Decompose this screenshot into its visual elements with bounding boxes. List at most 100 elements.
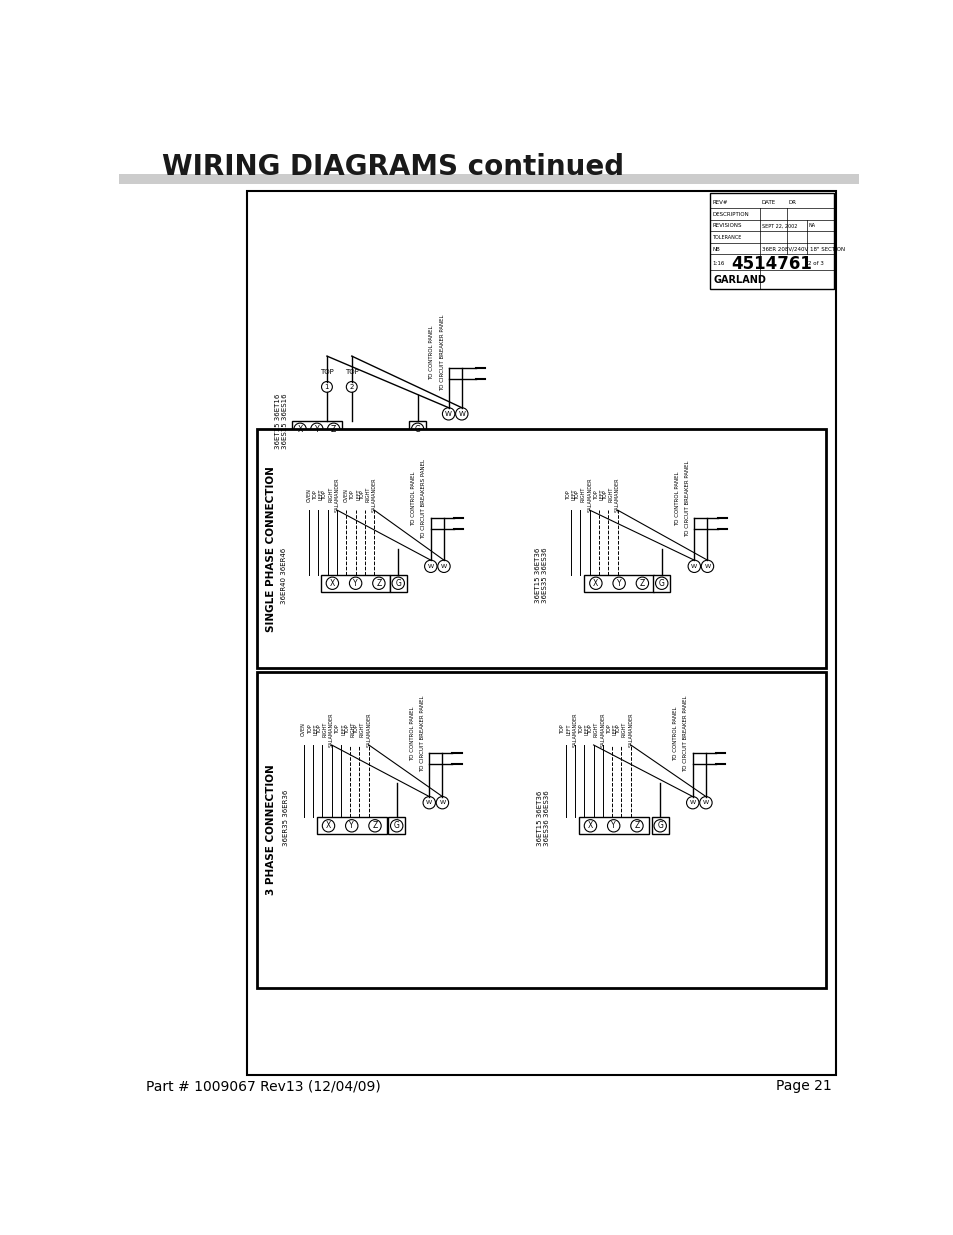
Text: W: W: [427, 564, 434, 569]
Text: 1: 1: [324, 384, 329, 390]
Text: TO CIRCUIT BREAKER PANEL: TO CIRCUIT BREAKER PANEL: [419, 695, 424, 772]
Text: Z: Z: [372, 821, 377, 830]
Text: SALAMANDER: SALAMANDER: [366, 713, 371, 747]
Text: G: G: [659, 579, 664, 588]
Text: TOP
LEFT: TOP LEFT: [578, 724, 589, 735]
Text: W: W: [703, 564, 710, 569]
Text: W: W: [689, 800, 695, 805]
Text: W: W: [426, 800, 432, 805]
Text: TOP
RIGHT: TOP RIGHT: [359, 487, 370, 503]
Bar: [651, 818, 668, 835]
Bar: [388, 818, 405, 835]
Text: TOP
LEFT: TOP LEFT: [350, 489, 360, 500]
Text: X: X: [587, 821, 593, 830]
Text: TOP
RIGHT: TOP RIGHT: [322, 487, 333, 503]
Text: TO CONTROL PANEL: TO CONTROL PANEL: [409, 706, 415, 761]
Bar: [257, 672, 825, 988]
Bar: [409, 421, 426, 437]
Text: TOP
RIGHT: TOP RIGHT: [588, 722, 598, 737]
Text: Z: Z: [634, 821, 639, 830]
Text: SALAMANDER: SALAMANDER: [628, 713, 633, 747]
Bar: [653, 574, 670, 592]
Text: Z: Z: [639, 579, 644, 588]
Text: G: G: [415, 425, 420, 433]
Bar: [292, 421, 342, 437]
Text: G: G: [395, 579, 401, 588]
Text: OVEN: OVEN: [301, 722, 306, 736]
Text: TOP
LEFT: TOP LEFT: [307, 724, 318, 735]
Text: 2: 2: [349, 384, 354, 390]
Text: TO CIRCUIT BREAKER PANEL: TO CIRCUIT BREAKER PANEL: [684, 461, 689, 537]
Text: 1:16: 1:16: [711, 261, 723, 267]
Text: TOP
RIGHT: TOP RIGHT: [316, 722, 328, 737]
Text: X: X: [297, 425, 302, 433]
Text: REVISIONS: REVISIONS: [711, 224, 740, 228]
Text: Y: Y: [353, 579, 357, 588]
Text: TO CONTROL PANEL: TO CONTROL PANEL: [411, 472, 416, 526]
Text: 36ET15 36ET36
36ES35 36ES36: 36ET15 36ET36 36ES35 36ES36: [535, 548, 548, 604]
Text: TOP
RIGHT: TOP RIGHT: [354, 722, 364, 737]
Text: TOP
RIGHT: TOP RIGHT: [344, 722, 355, 737]
Text: X: X: [326, 821, 331, 830]
Text: NB: NB: [711, 247, 720, 252]
Text: Y: Y: [349, 821, 354, 830]
Text: W: W: [457, 411, 465, 417]
Text: TO CIRCUIT BREAKERS PANEL: TO CIRCUIT BREAKERS PANEL: [421, 458, 426, 538]
Text: TOP
LEFT: TOP LEFT: [606, 724, 617, 735]
Text: 2 of 3: 2 of 3: [807, 261, 823, 267]
Text: TOP
RIGHT: TOP RIGHT: [575, 487, 585, 503]
Text: TOP
LEFT: TOP LEFT: [565, 489, 576, 500]
Text: W: W: [691, 564, 697, 569]
Text: OVEN: OVEN: [343, 488, 349, 501]
Bar: [320, 574, 390, 592]
Text: TOP
LEFT: TOP LEFT: [559, 724, 571, 735]
Text: REV#: REV#: [711, 200, 727, 205]
Text: GARLAND: GARLAND: [713, 275, 766, 285]
Text: Part # 1009067 Rev13 (12/04/09): Part # 1009067 Rev13 (12/04/09): [146, 1079, 381, 1093]
Text: Y: Y: [617, 579, 620, 588]
Bar: [316, 818, 386, 835]
Text: Z: Z: [375, 579, 381, 588]
Bar: [390, 574, 406, 592]
Text: TOP
LEFT: TOP LEFT: [593, 489, 604, 500]
Text: Z: Z: [331, 425, 336, 433]
Text: DATE: DATE: [760, 200, 775, 205]
Text: 36ER 208V/240V 18" SECTION: 36ER 208V/240V 18" SECTION: [760, 247, 844, 252]
Text: TO CONTROL PANEL: TO CONTROL PANEL: [429, 325, 434, 379]
Text: TOP: TOP: [345, 368, 358, 374]
Bar: [257, 430, 825, 668]
Text: TOP
RIGHT: TOP RIGHT: [616, 722, 626, 737]
Text: SALAMANDER: SALAMANDER: [335, 478, 339, 513]
Text: Y: Y: [314, 425, 319, 433]
Text: SALAMANDER: SALAMANDER: [329, 713, 334, 747]
Bar: [247, 190, 835, 1074]
Text: G: G: [394, 821, 399, 830]
Text: 36ET15 36ET16
36ES15 36ES16: 36ET15 36ET16 36ES15 36ES16: [275, 394, 288, 450]
Text: TO CIRCUIT BREAKER PANEL: TO CIRCUIT BREAKER PANEL: [439, 314, 444, 390]
Text: Y: Y: [611, 821, 616, 830]
Text: TOLERANCE: TOLERANCE: [711, 235, 740, 240]
Text: WIRING DIAGRAMS continued: WIRING DIAGRAMS continued: [162, 153, 623, 182]
Text: 36ER35 36ER36: 36ER35 36ER36: [283, 790, 289, 846]
Text: 4514761: 4514761: [731, 254, 811, 273]
Text: W: W: [445, 411, 452, 417]
Text: TO CIRCUIT BREAKER PANEL: TO CIRCUIT BREAKER PANEL: [682, 695, 687, 772]
Text: SALAMANDER: SALAMANDER: [599, 713, 605, 747]
Text: TOP
LEFT: TOP LEFT: [335, 724, 346, 735]
Text: G: G: [657, 821, 662, 830]
Text: W: W: [702, 800, 708, 805]
Text: SALAMANDER: SALAMANDER: [572, 713, 577, 747]
Text: SINGLE PHASE CONNECTION: SINGLE PHASE CONNECTION: [266, 466, 275, 631]
Text: Page 21: Page 21: [776, 1079, 831, 1093]
Text: NA: NA: [807, 224, 815, 228]
Text: X: X: [330, 579, 335, 588]
Text: TO CONTROL PANEL: TO CONTROL PANEL: [673, 706, 678, 761]
Text: 36ER40 36ER46: 36ER40 36ER46: [281, 547, 287, 604]
Text: W: W: [440, 564, 447, 569]
Text: SALAMANDER: SALAMANDER: [615, 478, 619, 513]
Text: SEPT 22, 2002: SEPT 22, 2002: [760, 224, 797, 228]
Bar: [583, 574, 654, 592]
Text: 36ET15 36ET36
36ES36 36ES36: 36ET15 36ET36 36ES36 36ES36: [537, 790, 550, 846]
Bar: [709, 193, 833, 289]
Text: TOP
LEFT: TOP LEFT: [313, 489, 323, 500]
